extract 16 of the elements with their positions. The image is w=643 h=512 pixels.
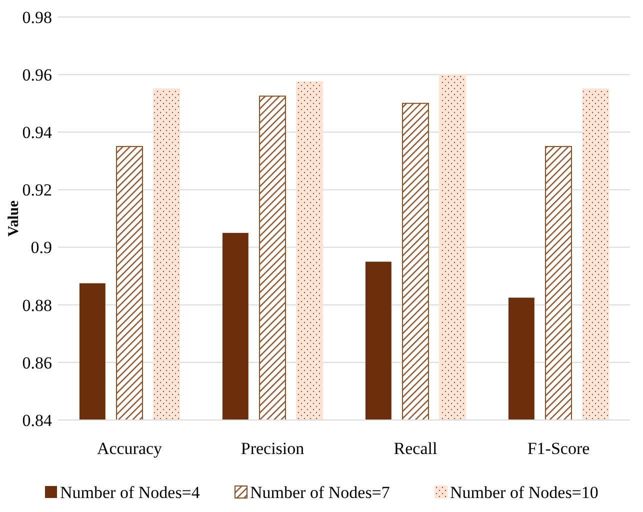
x-tick-label: Accuracy (96, 439, 163, 458)
y-tick-label: 0.92 (22, 180, 52, 200)
y-tick-label: 0.94 (22, 123, 52, 142)
y-tick-label: 0.96 (22, 66, 52, 85)
y-axis-title: Value (6, 200, 22, 237)
legend-label: Number of Nodes=10 (450, 482, 598, 502)
y-tick-label: 0.88 (22, 296, 52, 315)
legend-label: Number of Nodes=7 (250, 482, 390, 502)
y-tick-label: 0.98 (22, 8, 52, 27)
y-tick-label: 0.84 (22, 410, 52, 430)
y-tick-label: 0.9 (30, 238, 52, 258)
x-tick-label: Precision (240, 439, 305, 458)
legend-label: Number of Nodes=4 (60, 482, 200, 502)
x-tick-label: Recall (394, 439, 438, 458)
x-tick-label: F1-Score (527, 439, 590, 458)
y-tick-label: 0.86 (22, 353, 52, 372)
